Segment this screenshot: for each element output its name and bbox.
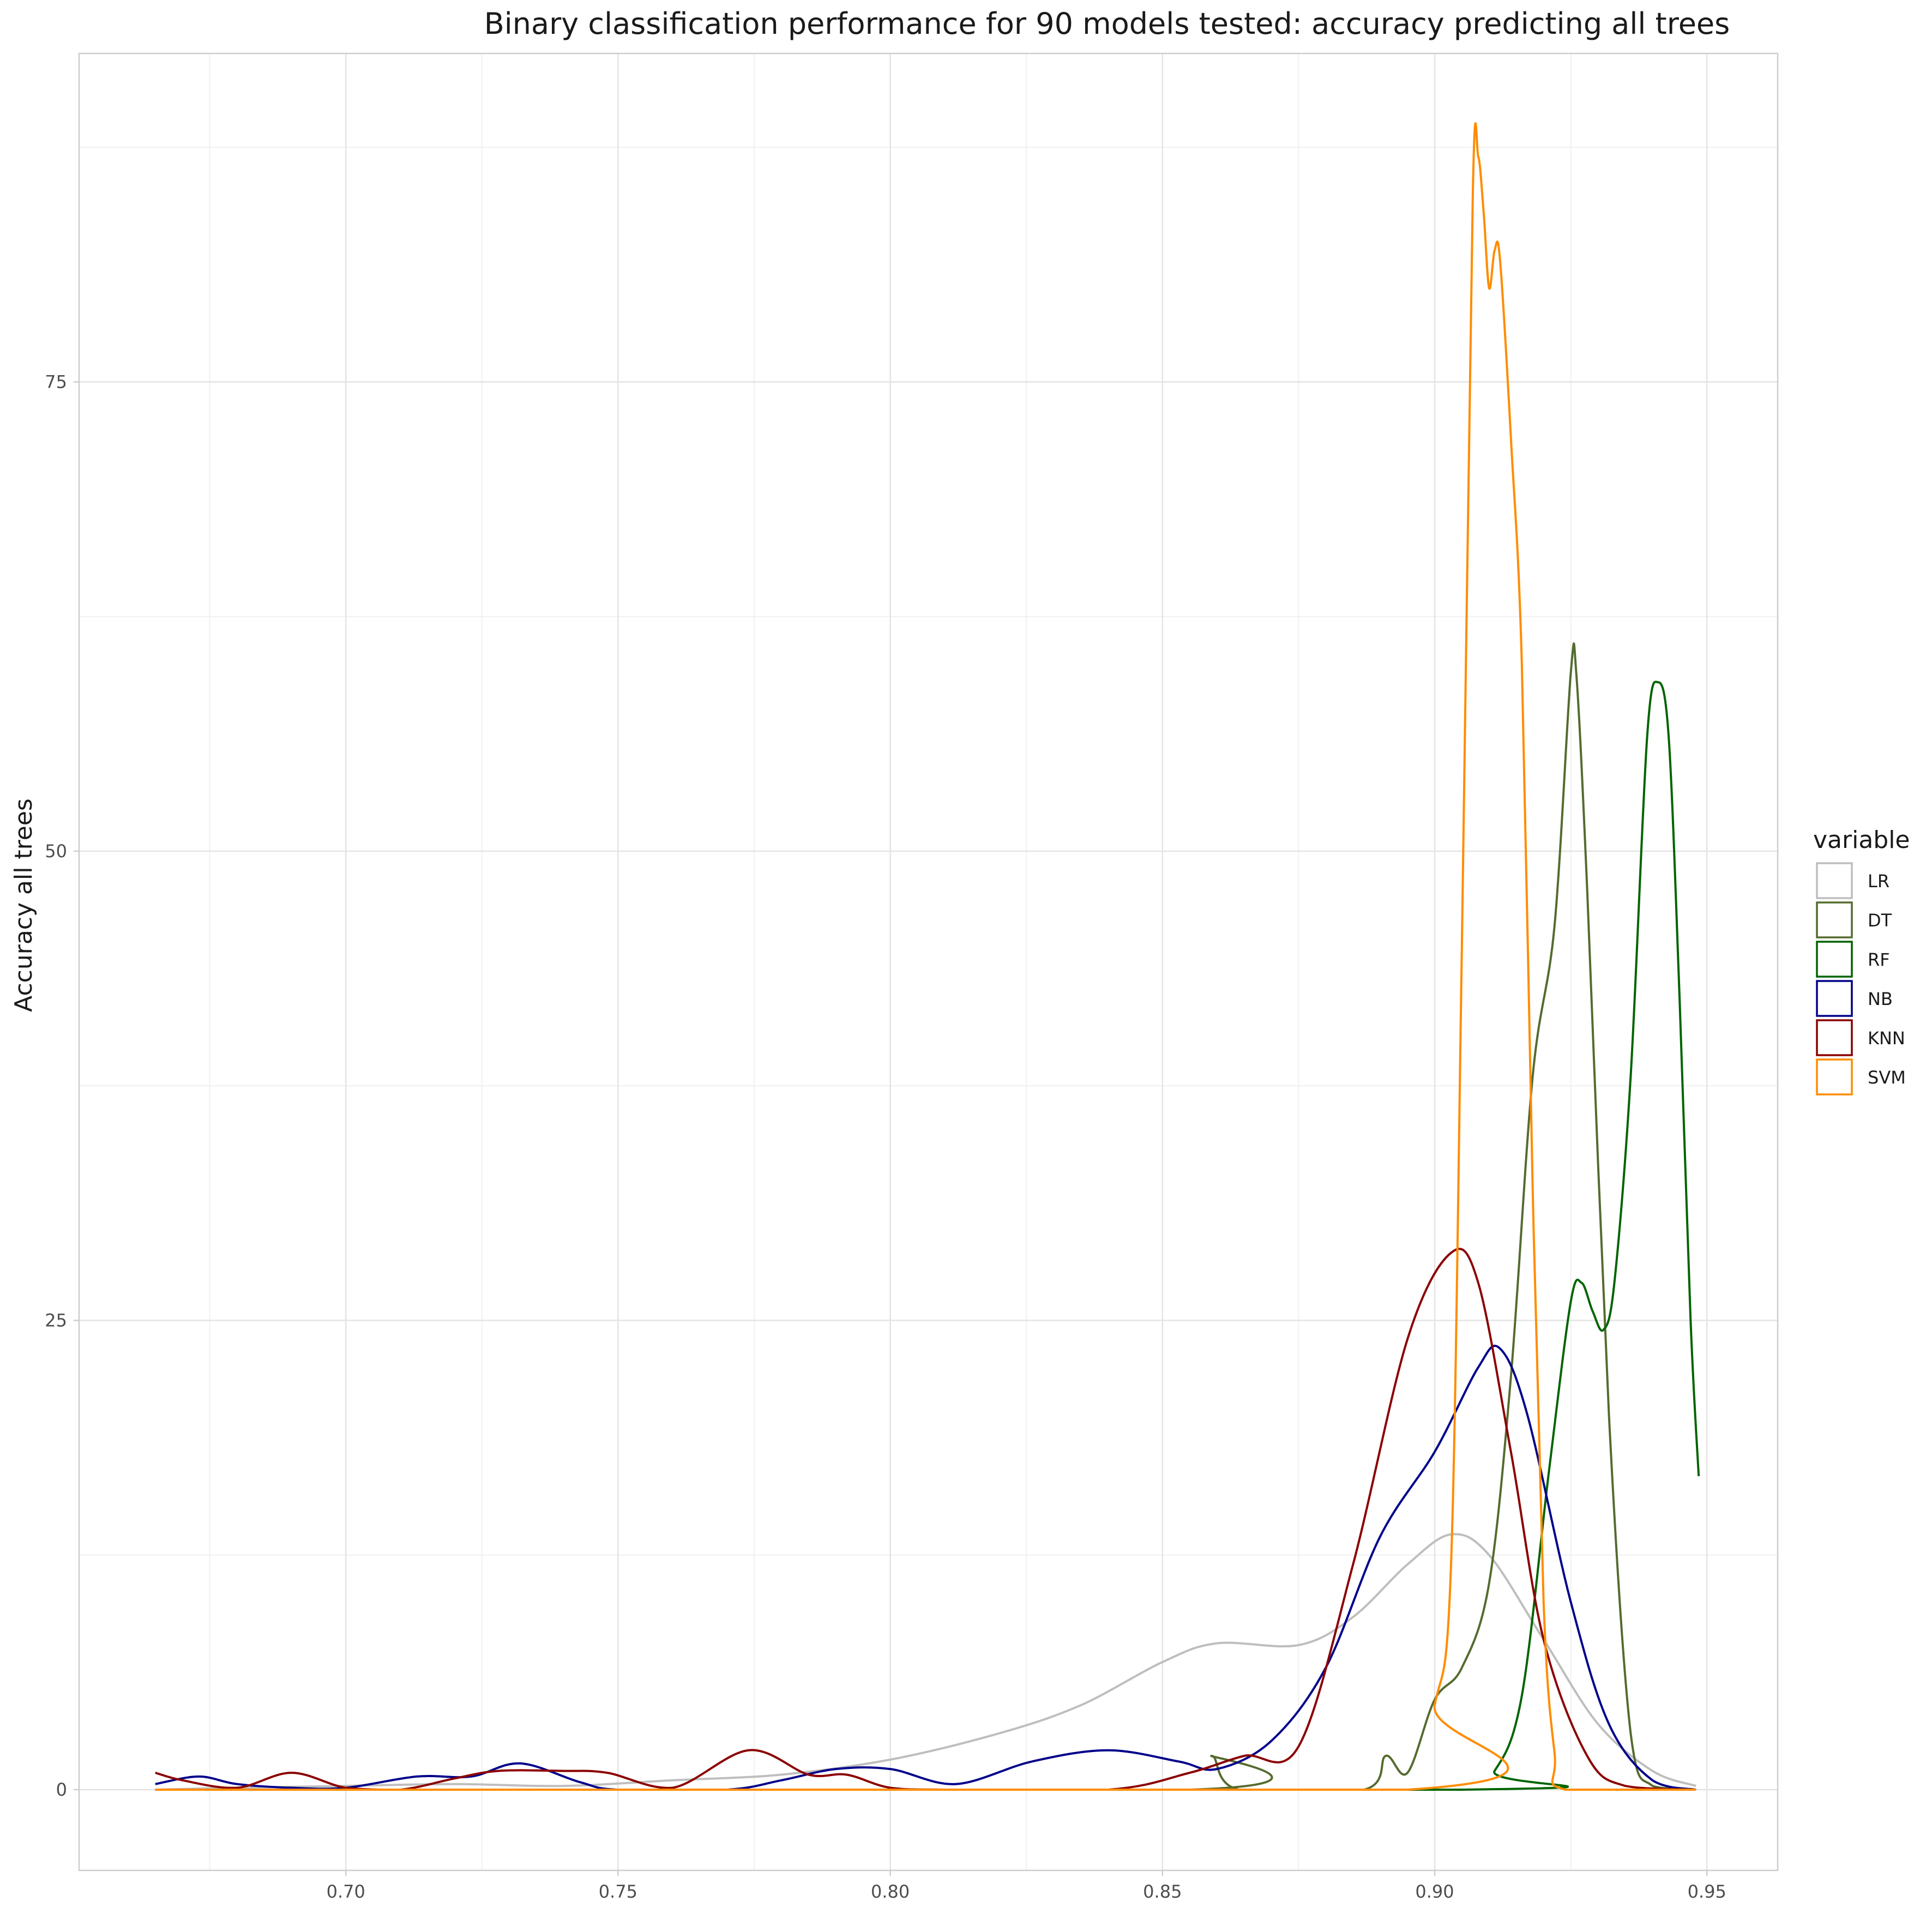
legend-key-lr xyxy=(1816,862,1853,899)
legend-title: variable xyxy=(1813,826,1910,854)
series-line-lr xyxy=(155,1533,1696,1791)
x-tick-label: 0.90 xyxy=(1415,1881,1454,1902)
series-line-svm xyxy=(155,122,1696,1791)
y-tick-label: 0 xyxy=(56,1779,67,1800)
legend-label-nb: NB xyxy=(1868,989,1893,1009)
legend-label-rf: RF xyxy=(1868,949,1890,970)
plot-panel: 0.70 0.75 0.80 0.85 0.90 0.95 0 25 50 75 xyxy=(45,52,1779,1902)
legend-key-knn xyxy=(1816,1019,1853,1056)
y-tick-label: 50 xyxy=(45,841,67,862)
x-tick-label: 0.95 xyxy=(1688,1881,1726,1902)
x-tick-label: 0.75 xyxy=(599,1881,637,1902)
legend-label-lr: LR xyxy=(1868,871,1889,892)
legend-label-knn: KNN xyxy=(1868,1028,1905,1049)
legend-key-dt xyxy=(1816,901,1853,938)
y-tick-label: 75 xyxy=(45,371,67,392)
legend-key-svm xyxy=(1816,1058,1853,1096)
legend-key-nb xyxy=(1816,980,1853,1017)
y-tick-label: 25 xyxy=(45,1310,67,1331)
panel-border xyxy=(78,52,1779,1871)
series-line-rf xyxy=(155,681,1700,1791)
legend-label-dt: DT xyxy=(1868,910,1892,931)
chart-title: Binary classification performance for 90… xyxy=(484,7,1730,41)
x-tick-label: 0.70 xyxy=(327,1881,365,1902)
x-tick-label: 0.85 xyxy=(1143,1881,1182,1902)
legend-key-rf xyxy=(1816,941,1853,978)
x-tick-label: 0.80 xyxy=(871,1881,910,1902)
y-axis-title: Accuracy all trees xyxy=(10,798,38,1012)
legend-label-svm: SVM xyxy=(1868,1067,1906,1088)
series-line-nb xyxy=(155,1345,1696,1791)
legend: variable LR DT RF NB KNN SVM xyxy=(1813,826,1910,1096)
